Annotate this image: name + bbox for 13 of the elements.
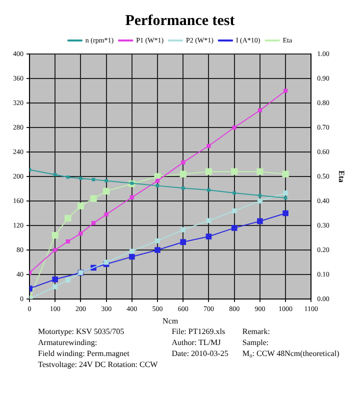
text: File: PT1269.xls [172,326,226,337]
text: Field winding: Perm.magnet [38,348,130,359]
text: M₀: CCW 48Ncm(theoretical) [242,348,340,359]
text: Date: 2010-03-25 [172,348,228,359]
x-axis-title: Ncm [162,316,179,326]
chart-title: Performance test [125,12,235,29]
text: Motortype: KSV 5035/705 [38,326,126,337]
y2-axis-title: Eta [337,170,346,182]
text: Author: TL/MJ [172,337,222,348]
text: Sample: [242,337,270,348]
text: Testvoltage: 24V DC Rotation: CCW [38,359,158,370]
text: Remark: [242,326,271,337]
text: Armaturewinding: [38,337,98,348]
